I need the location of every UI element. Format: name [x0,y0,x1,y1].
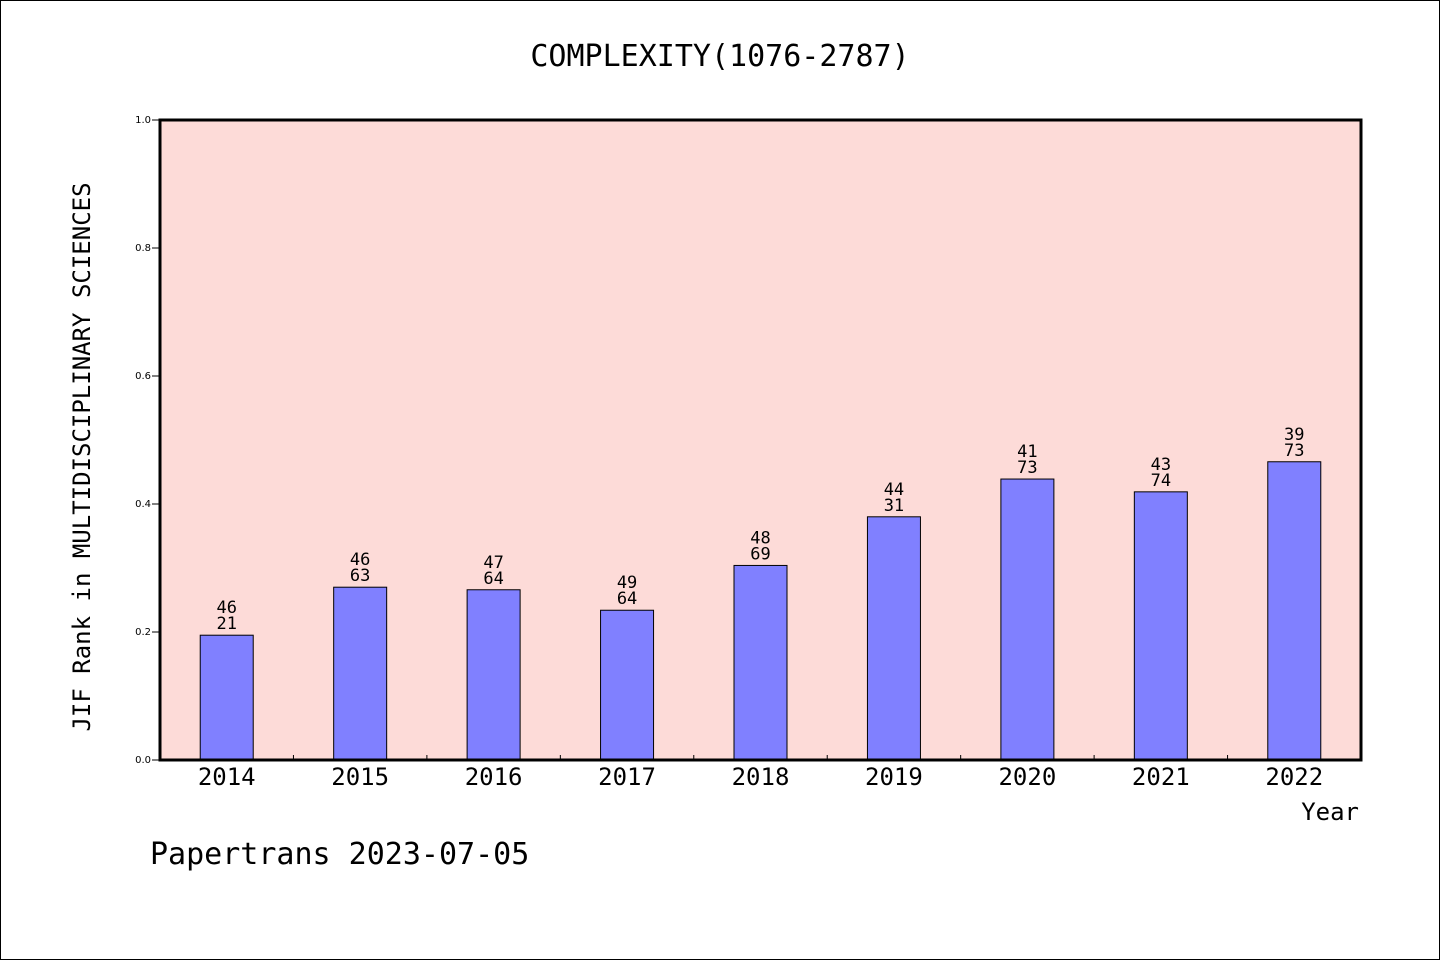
bar [1267,461,1322,761]
bar-label-bottom: 64 [483,569,503,589]
x-tick-label: 2021 [1132,763,1190,791]
x-tick-label: 2019 [865,763,923,791]
x-tick-label: 2022 [1265,763,1323,791]
bar-label-bottom: 63 [350,566,370,586]
bar-label-top: 43 [1151,455,1171,475]
bar [733,564,788,761]
bar-label-bottom: 69 [750,544,770,564]
bar [466,589,521,761]
bar-label-top: 46 [216,598,236,618]
bar [1133,491,1188,761]
y-tick-label: 1.0 [135,115,151,126]
x-axis-label: Year [1301,798,1359,826]
y-tick-label: 0.4 [135,499,151,510]
bar [866,516,921,761]
bar-label-top: 47 [483,553,503,573]
bar [600,609,655,761]
x-tick-label: 2016 [465,763,523,791]
bar-label-bottom: 73 [1284,441,1304,461]
bar-label-top: 44 [884,480,904,500]
y-axis-label: JIF Rank in MULTIDISCIPLINARY SCIENCES [68,182,96,731]
chart-title: COMPLEXITY(1076-2787) [530,39,909,74]
bar-label-top: 46 [350,550,370,570]
y-tick-label: 0.8 [135,243,151,254]
plot-border [158,118,1363,762]
bar-label-bottom: 64 [617,589,637,609]
x-tick-label: 2020 [998,763,1056,791]
x-tick-label: 2015 [331,763,389,791]
bar-label-top: 49 [617,573,637,593]
x-axis: 2014 2015 2016 2017 2018 2019 2020 2021 2022 [198,755,1323,791]
bar [199,634,254,761]
bar-label-top: 41 [1017,442,1037,462]
bar-label-bottom: 21 [216,614,236,634]
bar-label-bottom: 73 [1017,458,1037,478]
x-tick-label: 2017 [598,763,656,791]
bar-label-bottom: 74 [1151,471,1171,491]
bar-label-bottom: 31 [884,496,904,516]
y-tick-label: 0.6 [135,371,151,382]
bar-label-top: 48 [750,528,770,548]
y-tick-label: 0.2 [135,627,151,638]
bar [333,586,388,761]
bar-label-top: 39 [1284,425,1304,445]
x-tick-label: 2014 [198,763,256,791]
x-tick-label: 2018 [732,763,790,791]
y-tick-label: 0.0 [135,755,151,766]
bar [1000,478,1055,761]
y-axis: 0.0 0.2 0.4 0.6 0.8 1.0 [135,115,160,766]
watermark-text: Papertrans 2023-07-05 [150,837,529,872]
